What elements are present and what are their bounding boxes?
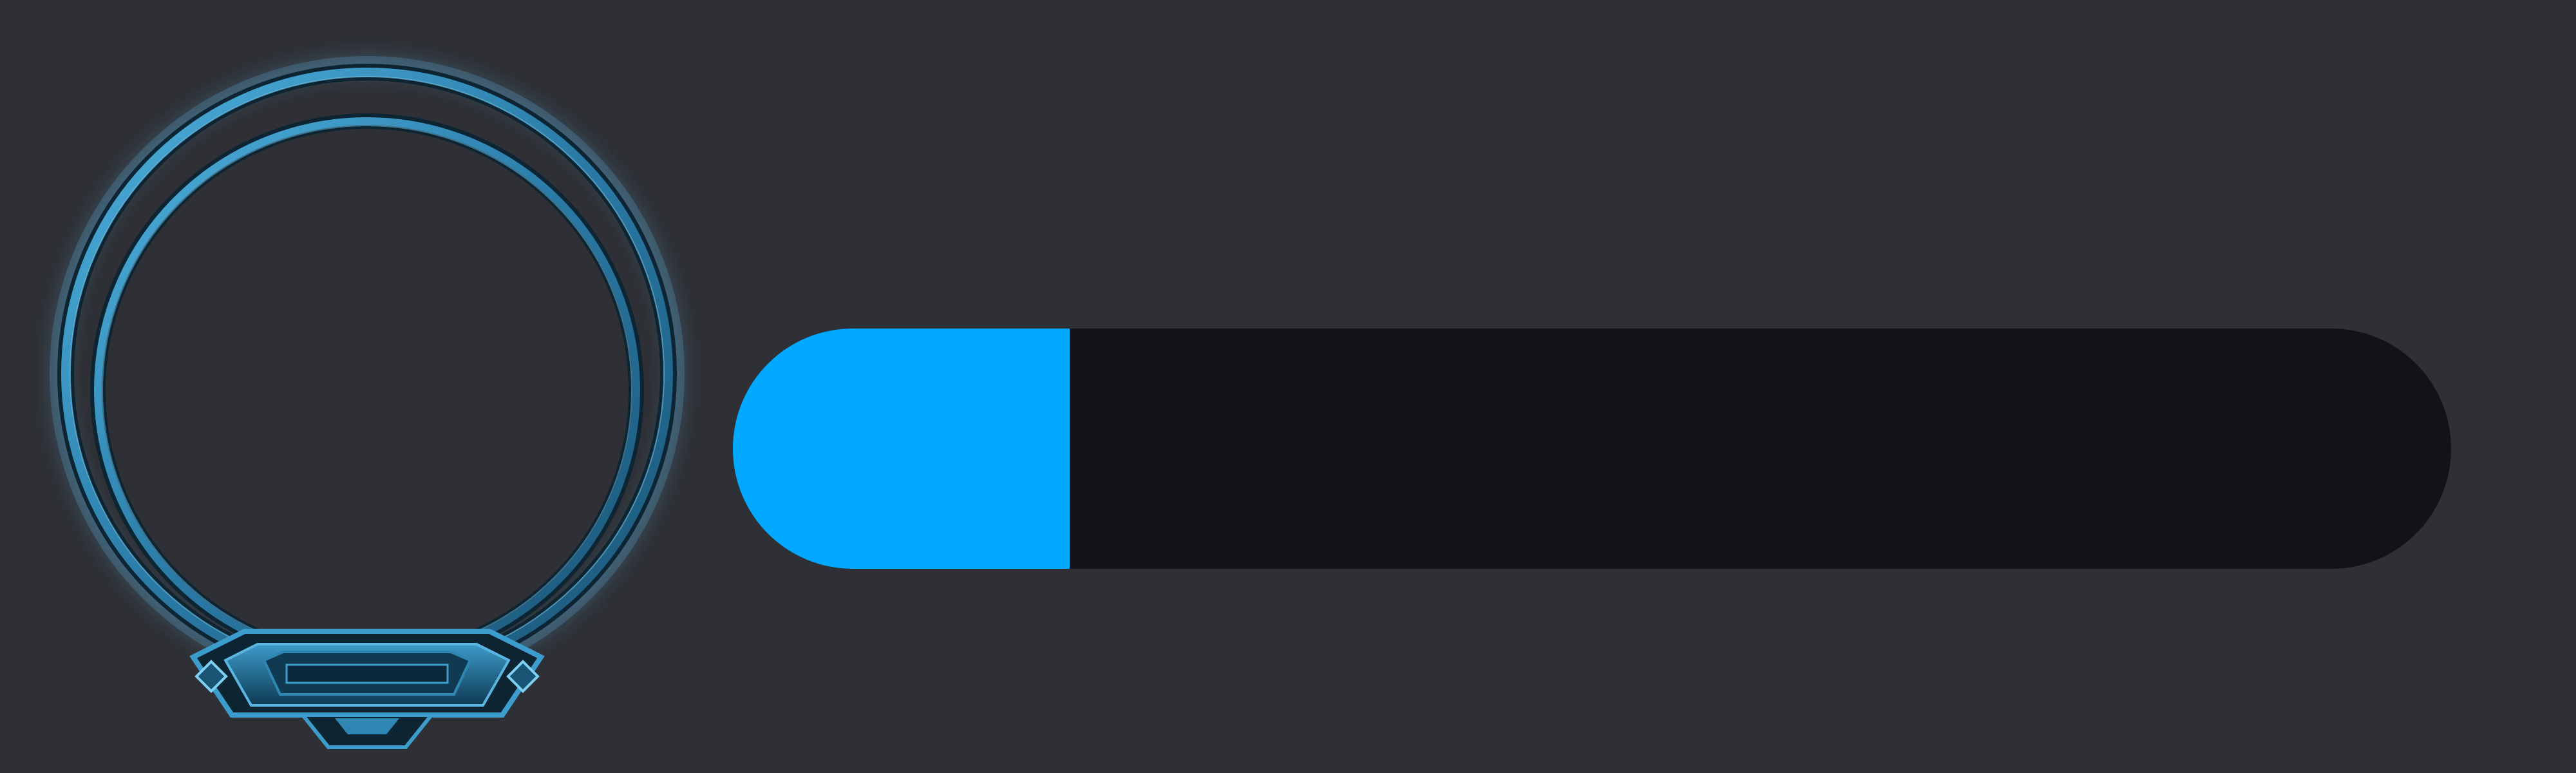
portrait-frame[interactable] — [50, 56, 685, 767]
experience-bar-fill — [733, 329, 1070, 569]
ring-frame-icon — [50, 56, 685, 749]
experience-bar — [733, 329, 2451, 569]
emblem-gem-icon — [189, 629, 545, 749]
